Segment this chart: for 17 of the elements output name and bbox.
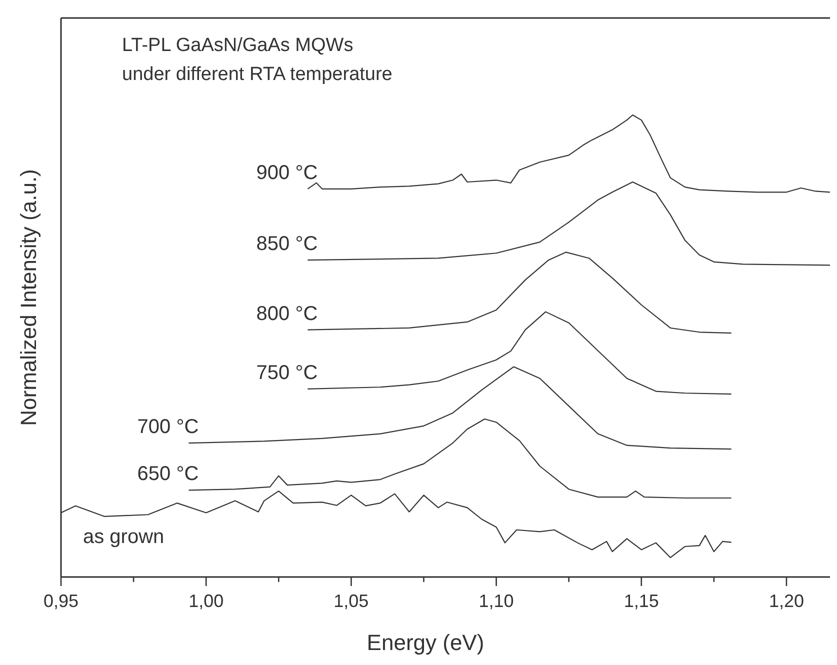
x-tick-label: 1,10 [478,591,514,611]
series-label: 800 °C [256,302,318,325]
x-tick-label: 1,15 [624,591,659,611]
x-tick-label: 0,95 [43,591,79,611]
series-label: 700 °C [137,416,199,438]
series-label: as grown [83,526,164,548]
series-label: 850 °C [256,233,318,256]
x-tick-label: 1,20 [768,591,804,611]
x-axis-title: Energy (eV) [366,630,484,655]
y-axis-title: Normalized Intensity (a.u.) [16,169,41,426]
series-label: 900 °C [256,162,318,184]
x-tick-label: 1,05 [334,591,369,611]
series-label: 650 °C [137,463,199,486]
x-tick-label: 1,00 [188,591,224,611]
chart-title: LT-PL GaAsN/GaAs MQWs [122,35,354,56]
series-label: 750 °C [256,362,318,384]
chart-subtitle: under different RTA temperature [122,64,392,85]
